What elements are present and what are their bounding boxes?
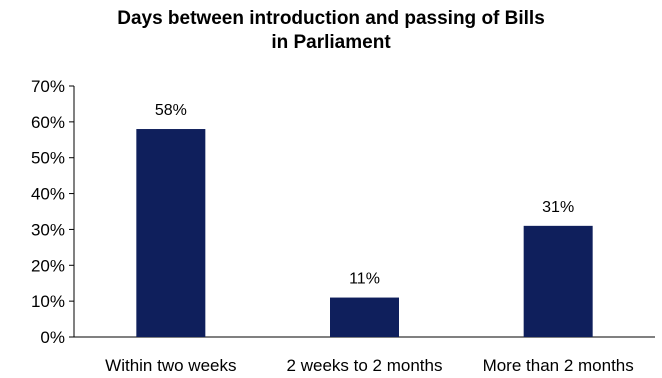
y-tick-label: 70%	[31, 77, 65, 96]
y-tick-label: 0%	[40, 328, 65, 347]
category-label: 2 weeks to 2 months	[287, 356, 443, 375]
data-label: 31%	[542, 199, 574, 216]
y-tick-label: 20%	[31, 256, 65, 275]
y-tick-label: 40%	[31, 185, 65, 204]
chart-title: Days between introduction and passing of…	[0, 7, 662, 55]
bar	[330, 297, 399, 337]
y-tick-label: 50%	[31, 149, 65, 168]
category-label: Within two weeks	[105, 356, 236, 375]
data-label: 11%	[349, 271, 380, 288]
y-tick-label: 60%	[31, 113, 65, 132]
bar	[523, 225, 593, 337]
y-tick-label: 10%	[31, 292, 65, 311]
data-label: 58%	[155, 102, 187, 119]
bar	[136, 129, 206, 337]
chart-title-line-1: Days between introduction and passing of…	[117, 8, 545, 29]
category-label: More than 2 months	[483, 356, 634, 375]
chart-title-line-2: in Parliament	[271, 32, 391, 53]
y-tick-label: 30%	[31, 220, 65, 239]
